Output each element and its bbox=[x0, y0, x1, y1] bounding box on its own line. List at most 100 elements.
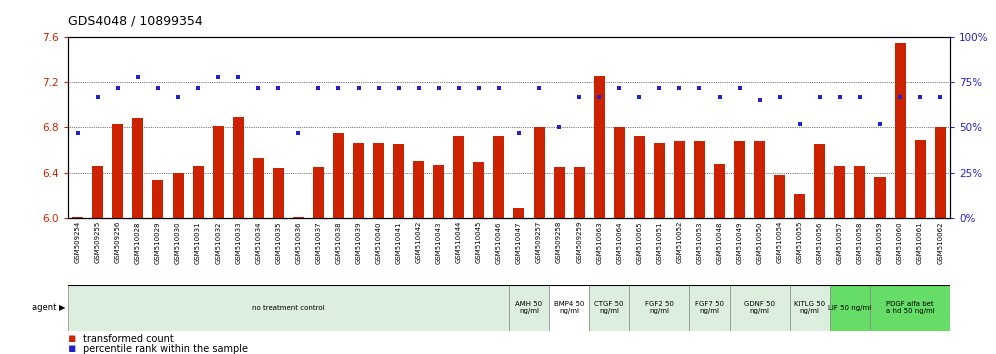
Point bbox=[612, 85, 627, 91]
Point bbox=[531, 85, 547, 91]
Bar bbox=[815, 144, 826, 218]
Text: FGF2 50
ng/ml: FGF2 50 ng/ml bbox=[645, 302, 674, 314]
Point bbox=[410, 85, 426, 91]
Bar bbox=[674, 141, 685, 218]
Point bbox=[291, 130, 307, 136]
Text: ▪: ▪ bbox=[68, 332, 77, 345]
Point bbox=[812, 94, 828, 99]
Bar bbox=[774, 175, 785, 218]
Text: GSM510053: GSM510053 bbox=[696, 221, 702, 264]
Point bbox=[210, 74, 226, 80]
Point bbox=[270, 85, 286, 91]
Bar bbox=[754, 141, 765, 218]
Bar bbox=[590, 285, 629, 331]
Text: GSM510049: GSM510049 bbox=[737, 221, 743, 264]
Text: KITLG 50
ng/ml: KITLG 50 ng/ml bbox=[794, 302, 826, 314]
Point bbox=[792, 121, 808, 127]
Bar bbox=[113, 124, 124, 218]
Bar bbox=[433, 165, 444, 218]
Text: GSM510060: GSM510060 bbox=[897, 221, 903, 264]
Point bbox=[932, 94, 948, 99]
Text: GSM509255: GSM509255 bbox=[95, 221, 101, 263]
Bar bbox=[835, 166, 846, 218]
Bar bbox=[855, 166, 866, 218]
Point bbox=[711, 94, 727, 99]
Text: GSM510030: GSM510030 bbox=[175, 221, 181, 264]
Bar bbox=[68, 285, 509, 331]
Text: GSM510052: GSM510052 bbox=[676, 221, 682, 263]
Point bbox=[311, 85, 327, 91]
Point bbox=[551, 125, 567, 130]
Bar bbox=[694, 141, 705, 218]
Bar bbox=[734, 141, 745, 218]
Bar bbox=[73, 217, 84, 218]
Text: GSM510058: GSM510058 bbox=[857, 221, 863, 264]
Text: GSM510059: GSM510059 bbox=[877, 221, 883, 264]
Bar bbox=[93, 166, 104, 218]
Point bbox=[511, 130, 527, 136]
Bar bbox=[894, 43, 905, 218]
Text: GSM510047: GSM510047 bbox=[516, 221, 522, 264]
Point bbox=[571, 94, 587, 99]
Bar bbox=[534, 127, 545, 218]
Bar bbox=[514, 207, 525, 218]
Text: GDS4048 / 10899354: GDS4048 / 10899354 bbox=[68, 14, 202, 27]
Text: GSM510032: GSM510032 bbox=[215, 221, 221, 264]
Text: GSM510050: GSM510050 bbox=[757, 221, 763, 264]
Text: GSM509257: GSM509257 bbox=[536, 221, 542, 263]
Point bbox=[390, 85, 406, 91]
Point bbox=[491, 85, 507, 91]
Point bbox=[832, 94, 848, 99]
Text: GSM509259: GSM509259 bbox=[576, 221, 582, 263]
Text: GSM509258: GSM509258 bbox=[556, 221, 562, 263]
Text: GSM510046: GSM510046 bbox=[496, 221, 502, 264]
Text: GSM510029: GSM510029 bbox=[155, 221, 161, 264]
Text: GSM510065: GSM510065 bbox=[636, 221, 642, 264]
Text: BMP4 50
ng/ml: BMP4 50 ng/ml bbox=[554, 302, 585, 314]
Bar bbox=[794, 194, 806, 218]
Text: GSM510055: GSM510055 bbox=[797, 221, 803, 263]
Text: GSM510043: GSM510043 bbox=[436, 221, 442, 264]
Text: no treatment control: no treatment control bbox=[252, 305, 325, 311]
Point bbox=[110, 85, 125, 91]
Text: percentile rank within the sample: percentile rank within the sample bbox=[83, 344, 248, 354]
Bar bbox=[253, 158, 264, 218]
Bar bbox=[493, 137, 504, 218]
Text: CTGF 50
ng/ml: CTGF 50 ng/ml bbox=[595, 302, 623, 314]
Point bbox=[70, 130, 86, 136]
Bar bbox=[233, 117, 244, 218]
Bar bbox=[934, 127, 945, 218]
Bar bbox=[192, 166, 203, 218]
Text: GSM510064: GSM510064 bbox=[617, 221, 622, 264]
Bar bbox=[629, 285, 689, 331]
Bar bbox=[689, 285, 730, 331]
Point bbox=[892, 94, 908, 99]
Text: GSM509256: GSM509256 bbox=[115, 221, 121, 263]
Bar bbox=[574, 167, 585, 218]
Bar bbox=[353, 143, 365, 218]
Text: FGF7 50
ng/ml: FGF7 50 ng/ml bbox=[695, 302, 724, 314]
Bar bbox=[393, 144, 404, 218]
Text: GSM510048: GSM510048 bbox=[716, 221, 722, 264]
Point bbox=[129, 74, 145, 80]
Text: GSM510040: GSM510040 bbox=[375, 221, 381, 264]
Text: GSM510028: GSM510028 bbox=[134, 221, 140, 264]
Bar bbox=[549, 285, 590, 331]
Point bbox=[351, 85, 367, 91]
Text: GSM510041: GSM510041 bbox=[395, 221, 401, 264]
Point bbox=[230, 74, 246, 80]
Text: GSM510042: GSM510042 bbox=[415, 221, 421, 263]
Text: GSM510063: GSM510063 bbox=[597, 221, 603, 264]
Bar bbox=[132, 118, 143, 218]
Bar bbox=[870, 285, 950, 331]
Text: GDNF 50
ng/ml: GDNF 50 ng/ml bbox=[744, 302, 775, 314]
Bar bbox=[293, 217, 304, 218]
Point bbox=[852, 94, 868, 99]
Point bbox=[691, 85, 707, 91]
Point bbox=[651, 85, 667, 91]
Bar bbox=[874, 177, 885, 218]
Point bbox=[250, 85, 266, 91]
Bar bbox=[633, 137, 644, 218]
Point bbox=[331, 85, 347, 91]
Point bbox=[671, 85, 687, 91]
